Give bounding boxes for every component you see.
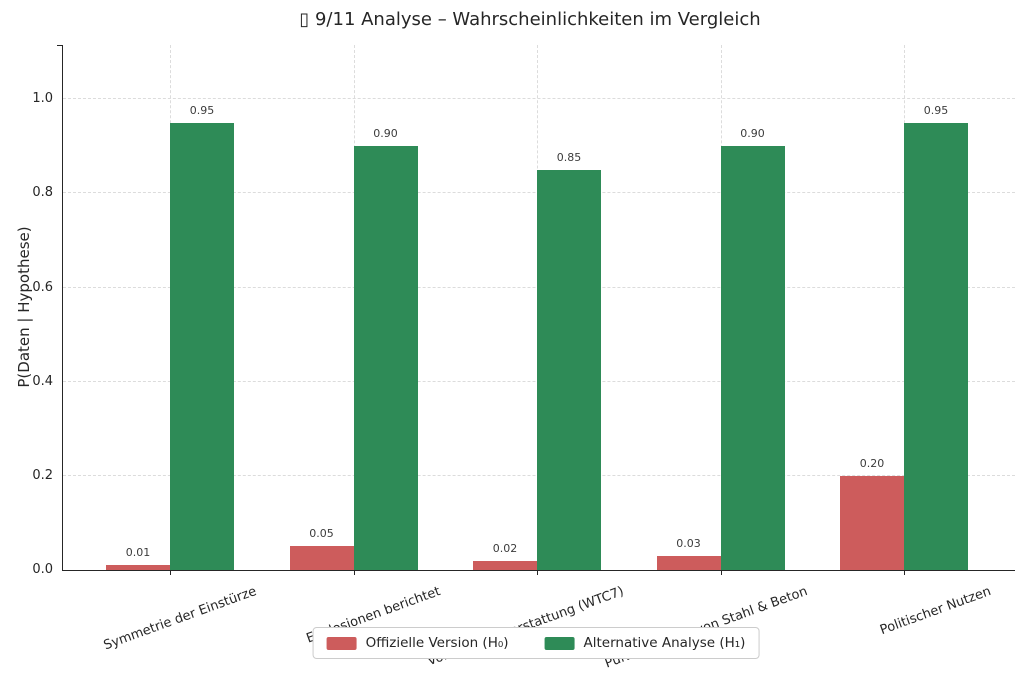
bar-alternative-analyse (720, 146, 785, 570)
bar-value-label: 0.95 (189, 103, 215, 117)
x-tick-mark (720, 570, 722, 575)
bar-official-version (473, 560, 537, 570)
bar-value-label: 0.03 (676, 536, 701, 550)
y-axis-label: P(Daten | Hypothese) (15, 226, 33, 388)
bar-alternative-analyse (353, 146, 418, 570)
x-tick-label: Politischer Nutzen (878, 584, 994, 639)
legend: Offizielle Version (H₀) Alternative Anal… (312, 627, 760, 659)
legend-label: Offizielle Version (H₀) (365, 635, 509, 651)
legend-swatch-green (544, 636, 575, 650)
bar-value-label: 0.90 (740, 127, 765, 141)
y-tick-label: 0.6 (32, 279, 53, 295)
legend-label: Alternative Analyse (H₁) (583, 635, 746, 651)
y-tick-label: 1.0 (32, 91, 53, 107)
legend-item-alternative-analyse: Alternative Analyse (H₁) (544, 635, 746, 651)
bar-official-version (840, 475, 904, 570)
legend-swatch-red (326, 636, 357, 650)
bar-value-label: 0.20 (859, 456, 885, 470)
y-tick-label: 0.4 (32, 373, 53, 389)
x-tick-mark (170, 570, 171, 575)
bar-value-label: 0.85 (556, 150, 582, 164)
bar-official-version (289, 546, 354, 570)
bar-alternative-analyse (170, 122, 234, 570)
y-tick-label: 0.2 (32, 467, 53, 483)
x-tick-mark (904, 570, 905, 575)
bar-value-label: 0.01 (125, 546, 151, 560)
x-tick-mark (537, 570, 538, 575)
bar-official-version (106, 565, 170, 570)
x-tick-mark (353, 570, 355, 575)
plot-area: 0.0 0.2 0.4 0.6 0.8 1.0 0.01 0.05 0.02 0.03 0.20 0.… (32, 45, 1015, 671)
bar-official-version (656, 555, 721, 570)
bar-value-label: 0.90 (373, 127, 398, 141)
legend-item-official-version: Offizielle Version (H₀) (326, 635, 509, 651)
y-tick-label: 0.0 (32, 562, 53, 577)
bar-value-label: 0.95 (923, 103, 949, 117)
bar-value-label: 0.02 (492, 541, 518, 555)
bar-alternative-analyse (904, 122, 968, 570)
horizontal-gridline (63, 98, 1015, 100)
bar-alternative-analyse (537, 169, 601, 570)
bar-value-label: 0.05 (309, 527, 334, 541)
y-tick-label: 0.8 (32, 185, 53, 201)
x-tick-label: Symmetrie der Einstürze (102, 584, 260, 654)
chart-title: ▯ 9/11 Analyse – Wahrscheinlichkeiten im… (299, 9, 761, 30)
y-tick-mark (57, 45, 62, 46)
